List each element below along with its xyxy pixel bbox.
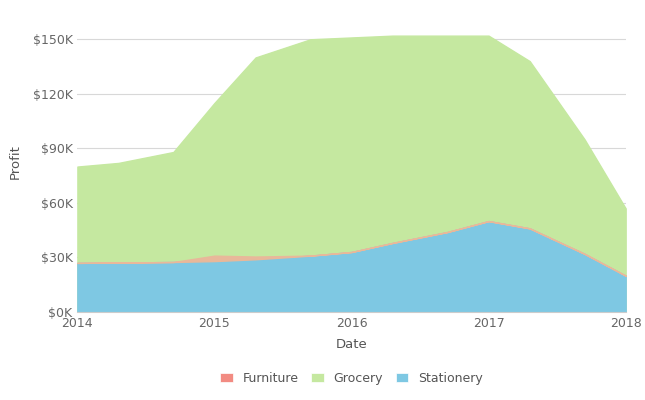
Y-axis label: Profit: Profit [8, 144, 21, 180]
Legend: Furniture, Grocery, Stationery: Furniture, Grocery, Stationery [215, 367, 488, 390]
X-axis label: Date: Date [335, 338, 368, 351]
